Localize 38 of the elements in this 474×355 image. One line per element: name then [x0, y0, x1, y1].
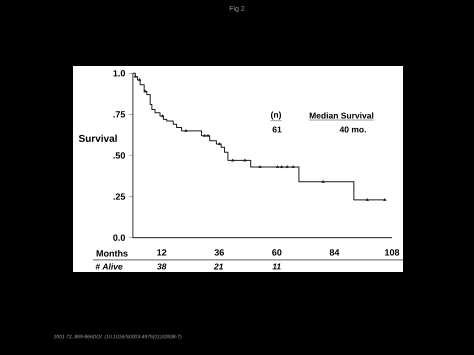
annotation: Median Survival [310, 112, 374, 119]
y-tick-label: .50 [113, 152, 126, 159]
annotation: 40 mo. [340, 126, 366, 132]
y-tick-label: .25 [113, 193, 126, 200]
y-tick-label: 0.0 [113, 234, 126, 241]
point [258, 165, 262, 168]
annotation: 61 [272, 126, 282, 132]
point [203, 134, 206, 137]
point [276, 165, 280, 168]
point [161, 114, 164, 118]
text: 38 [157, 263, 166, 270]
x-tick-label: 12 [157, 249, 166, 256]
point [322, 180, 325, 183]
x-tick-label: 60 [272, 249, 282, 256]
point [292, 165, 295, 168]
text: 21 [214, 264, 223, 270]
annotation: (n) [271, 112, 281, 120]
y-axis-title: Survival [78, 134, 117, 142]
text: # Alive [96, 263, 122, 270]
x-tick-label: 108 [385, 249, 400, 256]
text: 11 [272, 264, 281, 270]
point [218, 142, 222, 145]
point [280, 165, 284, 168]
point [366, 198, 369, 201]
point [383, 198, 386, 201]
y-tick-label: .75 [113, 111, 126, 118]
point [286, 165, 289, 168]
point [243, 158, 247, 162]
y-tick-label: 1.0 [113, 70, 126, 76]
point [231, 158, 234, 162]
x-axis-title: Months [96, 250, 128, 257]
x-tick-label: 36 [214, 249, 224, 256]
point [144, 90, 147, 92]
point [138, 78, 142, 81]
x-tick-label: 84 [330, 249, 340, 256]
point [134, 74, 137, 78]
point [206, 134, 210, 137]
point [184, 129, 188, 132]
